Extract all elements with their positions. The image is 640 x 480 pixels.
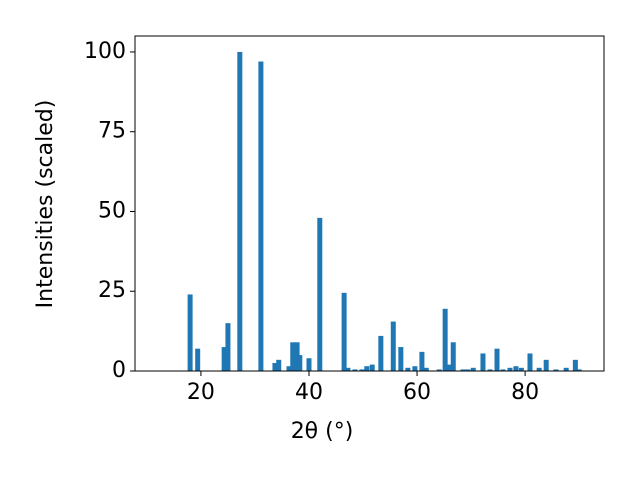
bar: [378, 335, 384, 371]
bar: [272, 363, 278, 371]
bar: [352, 369, 358, 371]
plot-frame: [134, 35, 605, 372]
x-tick-label: 40: [295, 380, 323, 405]
y-tick-label: 25: [98, 278, 126, 303]
bar: [187, 294, 193, 371]
x-tick-label: 20: [187, 380, 215, 405]
bar: [536, 367, 542, 371]
bar: [470, 367, 476, 371]
y-tick-label: 50: [98, 198, 126, 223]
bar: [572, 359, 578, 371]
bar: [553, 369, 559, 371]
bar: [563, 367, 569, 371]
y-tick-label: 100: [84, 39, 126, 64]
bar: [576, 369, 582, 371]
bar: [306, 358, 312, 371]
bar: [317, 217, 323, 371]
bar: [286, 366, 292, 371]
y-tick-label: 75: [98, 119, 126, 144]
bar: [195, 348, 201, 371]
bar: [436, 369, 442, 371]
bar: [258, 61, 264, 372]
bar: [297, 355, 303, 371]
bar: [369, 364, 375, 371]
bar: [294, 342, 300, 371]
bar: [423, 367, 429, 371]
x-tick-label: 80: [511, 380, 539, 405]
bar: [225, 323, 231, 371]
bar: [419, 351, 425, 371]
bar: [290, 342, 296, 371]
bar: [507, 367, 513, 371]
bar: [359, 369, 365, 371]
bar: [460, 369, 466, 371]
bar: [527, 353, 533, 371]
bar: [276, 359, 282, 371]
bar: [442, 308, 448, 371]
bar: [465, 369, 471, 371]
y-tick-label: 0: [112, 358, 126, 383]
bar: [390, 321, 396, 371]
x-tick-label: 60: [403, 380, 431, 405]
bar: [405, 367, 411, 371]
bar: [500, 369, 506, 371]
bar: [341, 292, 347, 371]
bar: [494, 348, 500, 371]
x-axis-label: 2θ (°): [291, 419, 354, 444]
bar: [221, 347, 227, 371]
bar: [480, 353, 486, 371]
bar: [543, 359, 549, 371]
bar: [398, 347, 404, 371]
bar: [345, 367, 351, 371]
bar: [237, 51, 243, 371]
bar: [513, 366, 519, 371]
bar: [487, 369, 493, 371]
bar: [446, 364, 452, 371]
bar: [364, 366, 370, 371]
bar: [412, 366, 418, 371]
bar: [450, 342, 456, 371]
y-axis-label: Intensities (scaled): [33, 100, 58, 309]
bar: [518, 367, 524, 371]
